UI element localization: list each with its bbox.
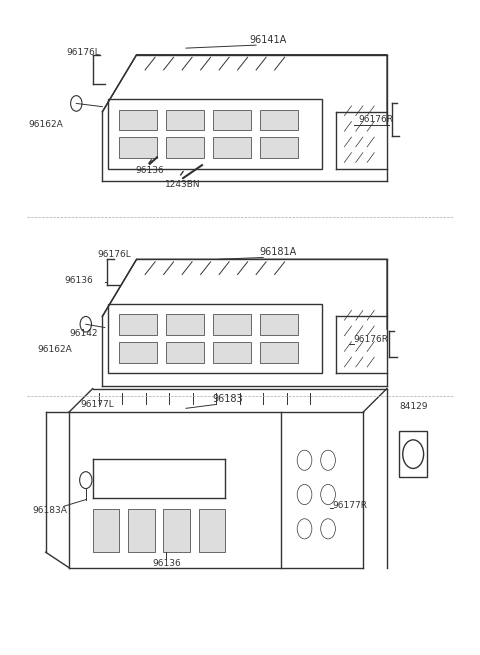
Bar [108,99,322,169]
Bar [213,314,251,335]
Text: 96162A: 96162A [37,345,72,354]
Text: 96176L: 96176L [97,250,131,259]
Bar [260,109,298,130]
Bar [119,342,157,363]
Bar [399,432,427,477]
Text: 96136: 96136 [64,276,93,286]
Text: 96176L: 96176L [67,48,100,57]
Text: 96176R: 96176R [354,335,389,345]
Circle shape [80,316,92,332]
Text: 96142: 96142 [69,329,98,338]
Text: 84129: 84129 [399,402,427,411]
Bar [260,138,298,159]
Bar [213,138,251,159]
Text: 96177R: 96177R [333,501,368,510]
Bar [260,314,298,335]
Bar [213,109,251,130]
Bar [93,508,119,552]
Bar [166,342,204,363]
Circle shape [71,96,82,111]
Bar [166,314,204,335]
Text: 96181A: 96181A [259,247,297,257]
Bar [199,508,225,552]
Bar [166,109,204,130]
Text: 1243BN: 1243BN [165,179,201,189]
Text: 96162A: 96162A [28,121,63,130]
Bar [108,304,322,373]
Bar [128,508,155,552]
Bar [213,342,251,363]
Bar [119,314,157,335]
Bar [119,109,157,130]
Text: 96183A: 96183A [33,506,68,515]
Bar [166,138,204,159]
Text: 96183: 96183 [213,394,243,404]
Text: 96141A: 96141A [250,35,287,45]
Bar [260,342,298,363]
Text: 96177L: 96177L [81,400,115,409]
Text: 96136: 96136 [152,559,181,568]
Bar [163,508,190,552]
Circle shape [80,472,92,489]
Text: 96136: 96136 [135,166,164,175]
Bar [119,138,157,159]
Text: 96176R: 96176R [359,115,394,124]
